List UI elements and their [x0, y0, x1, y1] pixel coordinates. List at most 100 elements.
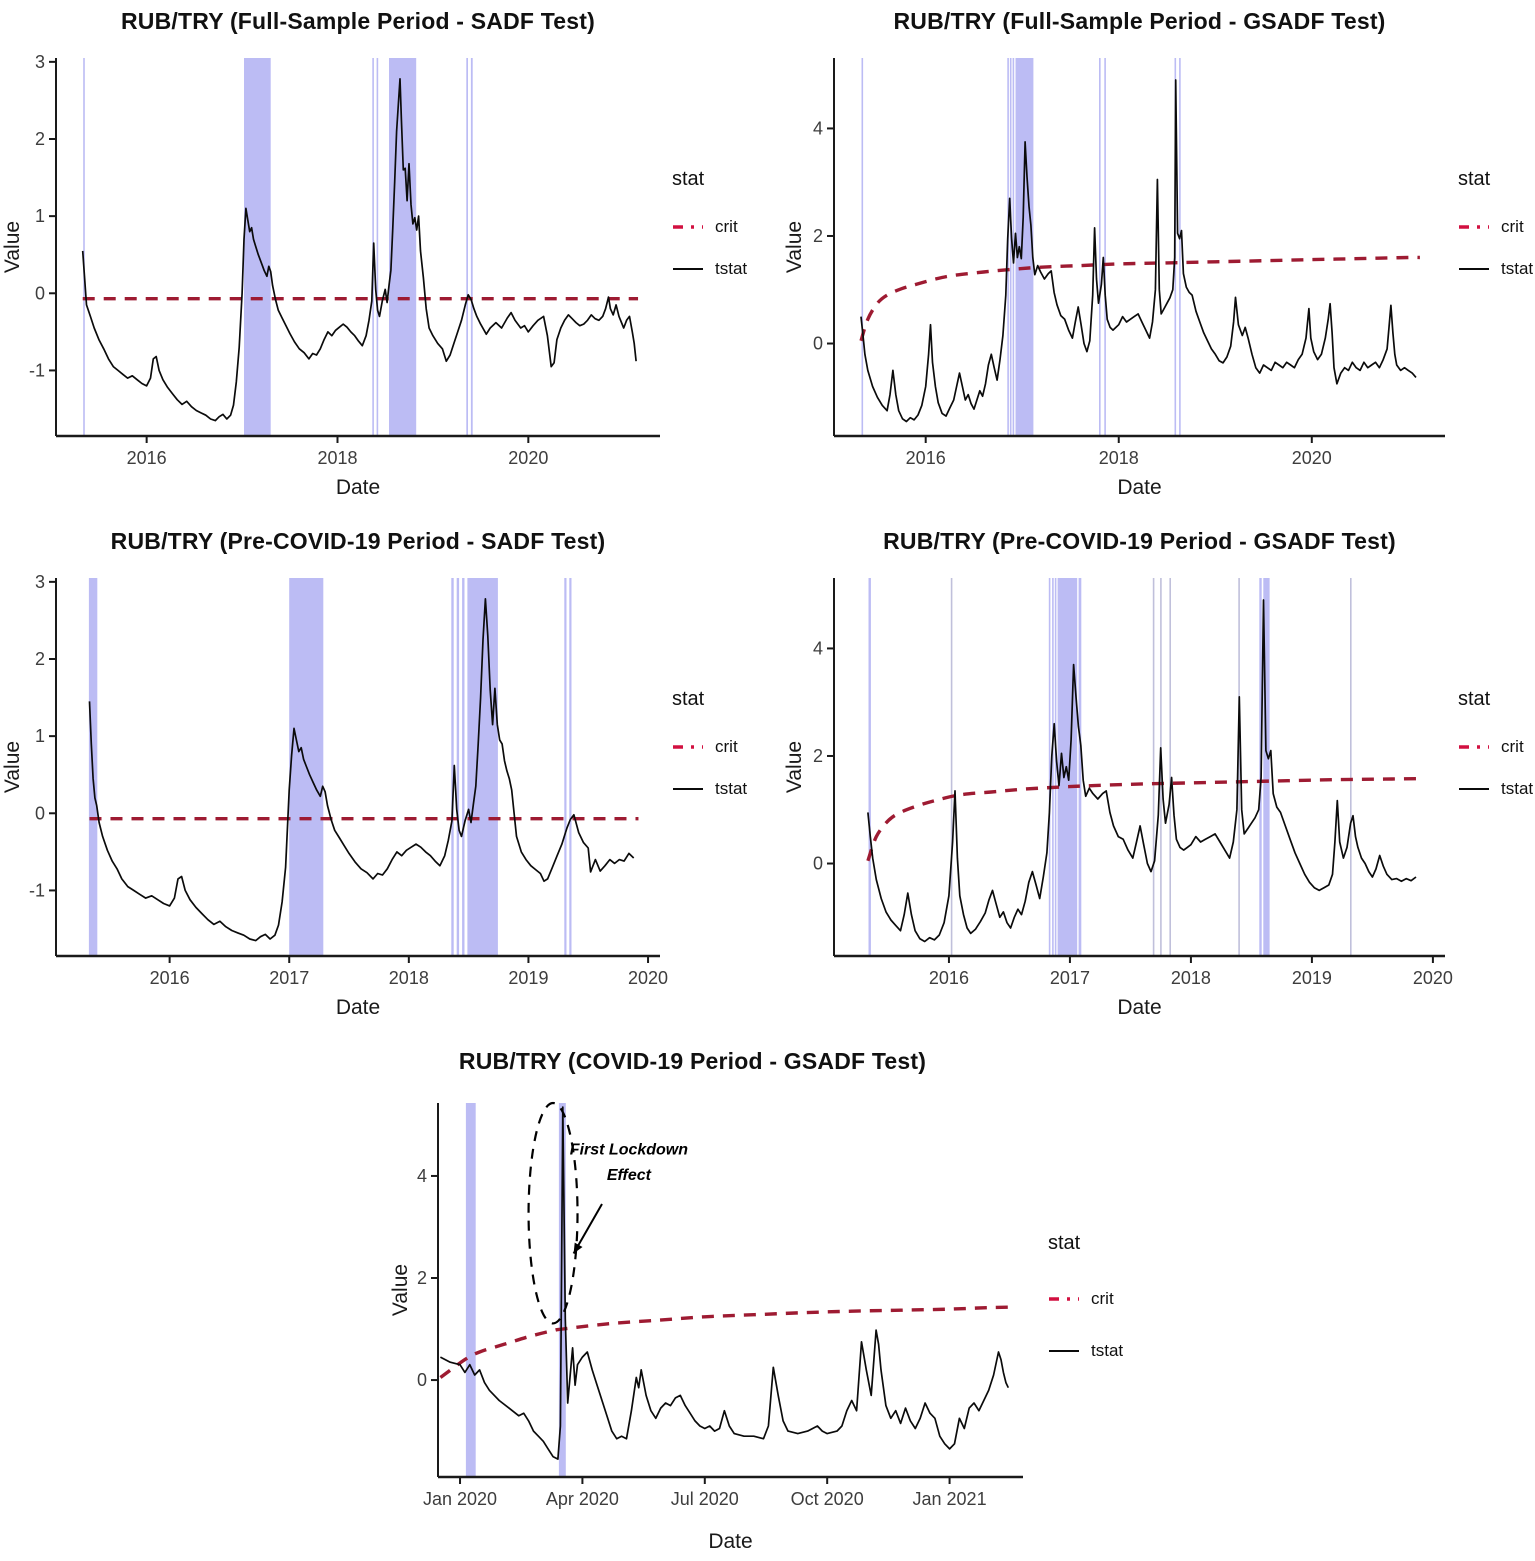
bubble-band: [470, 58, 473, 436]
annotation-arrowhead: [573, 1242, 583, 1254]
bubble-band: [1078, 578, 1082, 956]
bubble-band: [1350, 578, 1352, 956]
y-axis-label: Value: [1, 740, 24, 794]
bubble-band: [376, 58, 379, 436]
legend-item-crit: crit: [1048, 1289, 1123, 1309]
bubble-band: [462, 578, 465, 956]
x-tick-label: 2017: [269, 968, 309, 988]
x-tick-label: 2020: [508, 448, 548, 468]
y-tick-label: 0: [813, 334, 823, 354]
bubble-band: [1057, 578, 1078, 956]
x-tick-label: 2019: [508, 968, 548, 988]
y-tick-label: 0: [813, 854, 823, 874]
crit-line: [439, 1305, 1014, 1379]
bubble-band: [1152, 578, 1155, 956]
bubble-band: [868, 578, 871, 956]
x-tick-label: Apr 2020: [546, 1489, 619, 1509]
legend: stat crit tstat: [1458, 688, 1533, 821]
x-tick-label: 2016: [929, 968, 969, 988]
x-tick-label: 2018: [1171, 968, 1211, 988]
chart-covid-gsadf: 0 2 4 Jan 2020 Apr 2020 Jul 2020 Oct 2020 Jan 2…: [360, 1040, 1160, 1561]
legend-item-crit: crit: [672, 217, 747, 237]
y-tick-label: 4: [813, 638, 823, 658]
y-tick-label: 4: [417, 1166, 427, 1186]
legend-title: stat: [1048, 1232, 1081, 1254]
annotation-text: First Lockdown: [570, 1142, 688, 1159]
lockdown-ellipse: [527, 1101, 579, 1325]
y-tick-label: 3: [35, 572, 45, 592]
x-tick-label: 2020: [1292, 448, 1332, 468]
bubble-band: [1054, 578, 1057, 956]
bubble-band: [1238, 578, 1240, 956]
y-tick-label: 2: [417, 1268, 427, 1288]
y-axis-label: Value: [1, 220, 24, 274]
legend-item-crit: crit: [672, 737, 747, 757]
legend-title: stat: [672, 168, 705, 190]
y-tick-label: 4: [813, 118, 823, 138]
bubble-band: [451, 578, 454, 956]
tstat-line: [860, 79, 1417, 423]
y-tick-label: 1: [35, 726, 45, 746]
legend: stat crit tstat: [672, 688, 747, 821]
tstat-line: [81, 77, 637, 422]
plot-area-full-sample-gsadf: 0 2 4 2016 2018 2020: [813, 58, 1445, 468]
bubble-band: [1048, 578, 1051, 956]
y-tick-label: 2: [35, 129, 45, 149]
x-tick-label: Jul 2020: [671, 1489, 739, 1509]
bubble-band: [1015, 58, 1034, 436]
plot-area-full-sample-sadf: -1 0 1 2 3 2016 2018 2020: [29, 52, 660, 468]
chart-precovid-sadf: -1 0 1 2 3 2016 2017 2018 2019 2020 RUB/TRY (Pre-…: [0, 520, 767, 1040]
x-axis-label: Date: [335, 476, 381, 499]
y-axis-label: Value: [783, 220, 806, 274]
bubble-band: [1052, 578, 1054, 956]
legend-label-tstat: tstat: [1091, 1341, 1124, 1360]
tstat-line: [440, 1106, 1010, 1460]
bubble-band: [465, 1103, 476, 1477]
x-axis-label: Date: [1117, 996, 1162, 1019]
x-tick-label: 2020: [1413, 968, 1453, 988]
legend-label-crit: crit: [1501, 737, 1524, 756]
legend-label-crit: crit: [1501, 217, 1524, 236]
chart-full-sample-sadf: -1 0 1 2 3 2016 2018 2020 RUB/TRY (Full-Sample …: [0, 0, 767, 520]
legend-label-crit: crit: [715, 217, 738, 236]
x-tick-label: 2017: [1050, 968, 1090, 988]
x-axis-label: Date: [708, 1530, 753, 1553]
legend-label-tstat: tstat: [715, 779, 748, 798]
tstat-legend-key: [673, 788, 703, 790]
tstat-legend-key: [1049, 1350, 1079, 1352]
bubble-band: [564, 578, 567, 956]
bubble-band: [1263, 578, 1270, 956]
legend-label-tstat: tstat: [715, 259, 748, 278]
y-tick-label: 0: [35, 283, 45, 303]
x-tick-label: Jan 2020: [423, 1489, 497, 1509]
x-tick-label: 2020: [628, 968, 668, 988]
x-tick-label: 2016: [906, 448, 946, 468]
y-axis-label: Value: [783, 740, 806, 794]
chart-title: RUB/TRY (COVID-19 Period - GSADF Test): [458, 1048, 927, 1074]
legend-item-tstat: tstat: [672, 779, 747, 799]
chart-title: RUB/TRY (Pre-COVID-19 Period - SADF Test…: [110, 528, 606, 554]
y-tick-label: 1: [35, 206, 45, 226]
y-tick-label: -1: [29, 360, 45, 380]
tstat-legend-key: [673, 268, 703, 270]
legend-label-tstat: tstat: [1501, 779, 1534, 798]
legend-label-crit: crit: [1091, 1289, 1114, 1308]
legend-item-tstat: tstat: [1458, 779, 1533, 799]
legend-title: stat: [672, 688, 705, 710]
bubble-band: [83, 58, 85, 436]
y-tick-label: 0: [417, 1370, 427, 1390]
x-axis-label: Date: [335, 996, 381, 1019]
x-tick-label: Oct 2020: [791, 1489, 864, 1509]
annotation-text: Effect: [607, 1167, 652, 1184]
tstat-legend-key: [1459, 268, 1489, 270]
chart-full-sample-gsadf: 0 2 4 2016 2018 2020 RUB/TRY (Full-Sample Per…: [768, 0, 1535, 520]
bubble-band: [1009, 58, 1012, 436]
tstat-legend-key: [1459, 788, 1489, 790]
crit-legend-key: [673, 745, 703, 749]
bubble-band: [244, 58, 271, 436]
legend-title: stat: [1458, 168, 1491, 190]
x-tick-label: 2016: [127, 448, 167, 468]
legend-item-tstat: tstat: [1048, 1341, 1123, 1361]
x-tick-label: 2019: [1292, 968, 1332, 988]
